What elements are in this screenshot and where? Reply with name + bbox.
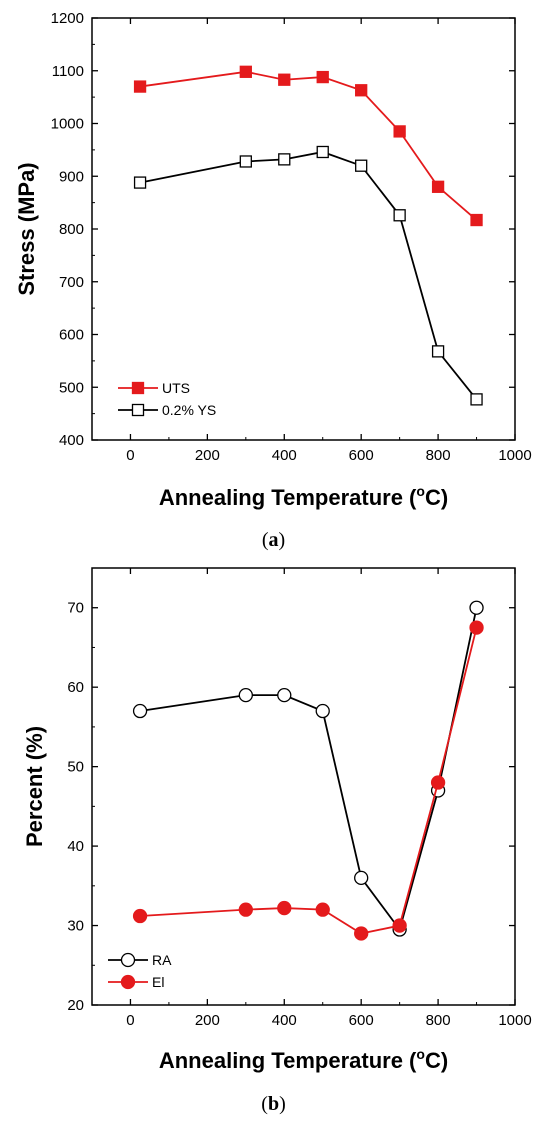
data-point xyxy=(469,600,484,615)
x-tick-label: 600 xyxy=(349,1012,374,1029)
legend-label: UTS xyxy=(162,380,190,396)
legend-entry: El xyxy=(108,974,164,990)
series-0-2-ys xyxy=(133,145,483,406)
legend-label: RA xyxy=(152,952,172,968)
data-point xyxy=(133,80,147,93)
panel-caption: (a) xyxy=(262,529,285,551)
x-tick-label: 0 xyxy=(126,1012,134,1029)
data-point xyxy=(470,213,483,227)
data-point xyxy=(431,180,445,193)
data-point xyxy=(355,159,368,172)
x-axis-title: Annealing Temperature (oC) xyxy=(159,1046,448,1073)
panel-caption: (b) xyxy=(261,1093,285,1115)
data-point xyxy=(239,65,252,78)
data-point xyxy=(393,209,406,222)
y-tick-label: 1000 xyxy=(51,116,84,133)
legend-marker xyxy=(120,952,136,968)
plot-frame xyxy=(91,17,516,441)
y-axis-title: Percent (%) xyxy=(22,726,47,847)
data-point xyxy=(430,775,446,790)
data-point xyxy=(315,902,330,917)
data-point xyxy=(469,620,484,635)
series-line xyxy=(139,607,478,932)
legend-entry: RA xyxy=(108,952,172,968)
data-point xyxy=(278,73,291,86)
data-point xyxy=(431,345,445,358)
data-point xyxy=(354,926,369,941)
data-point xyxy=(238,902,253,917)
chart-panel-a: 0 200 400 600 800 1000 400 500 600 700 800 900 1000 1… xyxy=(14,10,532,551)
data-point xyxy=(393,125,406,138)
y-axis-title: Stress (MPa) xyxy=(14,162,39,295)
y-tick-label: 60 xyxy=(67,679,84,696)
legend-entry: UTS xyxy=(118,380,190,396)
plot-frame xyxy=(91,567,516,1006)
data-point xyxy=(316,70,329,84)
data-point xyxy=(392,918,407,933)
y-tick-label: 400 xyxy=(59,432,84,449)
x-tick-label: 400 xyxy=(272,1012,297,1029)
data-point xyxy=(316,145,329,159)
legend-entry: 0.2% YS xyxy=(118,402,216,418)
data-point xyxy=(238,687,253,703)
y-tick-label: 1100 xyxy=(52,63,84,80)
data-point xyxy=(132,703,148,719)
legend-marker xyxy=(131,381,145,395)
x-axis-title: Annealing Temperature (oC) xyxy=(159,483,448,510)
x-tick-label: 800 xyxy=(426,447,451,464)
series-line xyxy=(139,70,478,221)
series-uts xyxy=(133,65,483,227)
x-tick-label: 600 xyxy=(349,447,374,464)
x-tick-label: 800 xyxy=(426,1012,451,1029)
x-tick-label: 1000 xyxy=(498,447,531,464)
series-line xyxy=(139,151,478,400)
legend-marker xyxy=(120,974,136,990)
y-tick-label: 700 xyxy=(59,274,84,291)
y-tick-label: 50 xyxy=(67,759,84,776)
data-point xyxy=(239,155,252,168)
data-point xyxy=(355,84,368,97)
data-point xyxy=(133,176,147,189)
y-tick-label: 900 xyxy=(59,168,84,185)
x-tick-label: 200 xyxy=(195,1012,220,1029)
x-tick-label: 0 xyxy=(126,447,134,464)
chart-panel-b: 0 200 400 600 800 1000 20 30 40 50 60 70 Annealing T… xyxy=(22,567,532,1115)
y-tick-label: 800 xyxy=(59,221,84,238)
legend-label: El xyxy=(152,974,164,990)
data-point xyxy=(277,900,292,916)
y-tick-label: 70 xyxy=(67,600,84,617)
data-point xyxy=(354,870,369,886)
data-point xyxy=(315,703,330,719)
data-point xyxy=(278,153,291,166)
y-tick-label: 40 xyxy=(67,838,84,855)
y-tick-label: 500 xyxy=(59,379,84,396)
x-tick-label: 1000 xyxy=(498,1012,531,1029)
x-tick-label: 400 xyxy=(272,447,297,464)
data-point xyxy=(470,393,483,406)
y-tick-label: 30 xyxy=(67,918,84,935)
data-point xyxy=(277,687,292,703)
x-tick-label: 200 xyxy=(195,447,220,464)
data-point xyxy=(132,908,148,924)
series-line xyxy=(140,627,478,935)
y-tick-label: 600 xyxy=(59,327,84,344)
y-tick-label: 1200 xyxy=(51,10,84,27)
series-el xyxy=(132,620,484,941)
legend-label: 0.2% YS xyxy=(162,402,216,418)
series-ra xyxy=(132,600,484,937)
legend-marker xyxy=(131,403,145,417)
y-tick-label: 20 xyxy=(67,997,84,1014)
